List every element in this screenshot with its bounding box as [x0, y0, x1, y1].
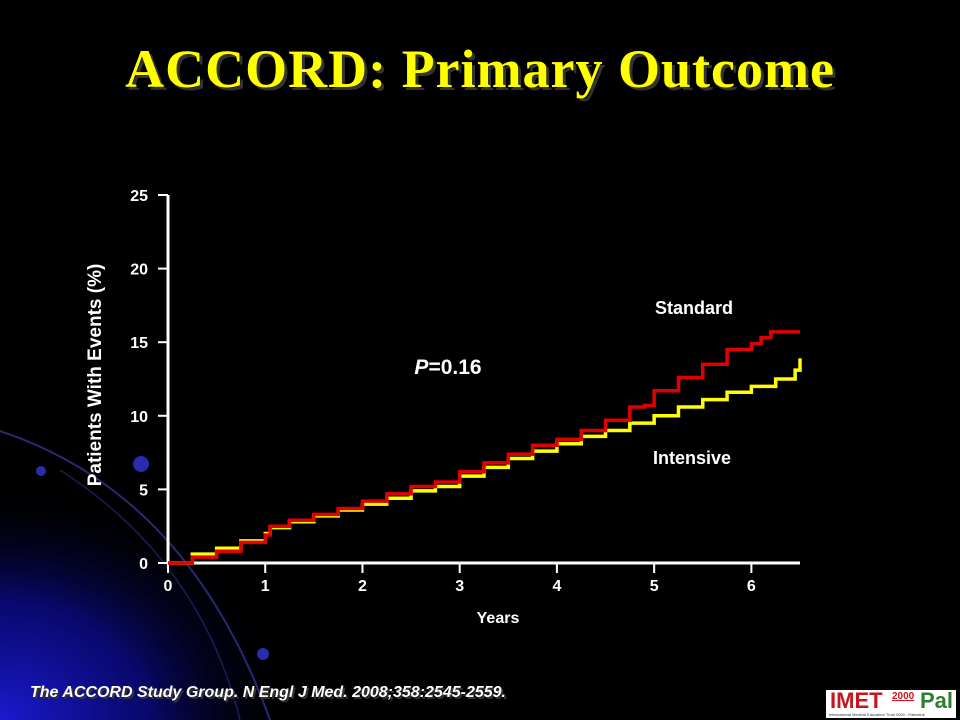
citation-text: The ACCORD Study Group. N Engl J Med. 20… [30, 684, 506, 701]
series-label-standard: Standard [655, 298, 733, 318]
y-tick-label: 5 [139, 482, 148, 499]
decor-dot [257, 648, 269, 660]
x-axis-label: Years [477, 610, 520, 627]
logo-pal-text: Pal [920, 688, 954, 713]
x-tick-label: 4 [552, 578, 561, 595]
y-tick-label: 15 [130, 335, 148, 352]
decor-dot [36, 466, 46, 476]
x-tick-label: 2 [358, 578, 367, 595]
logo-year-text: 2000 [892, 691, 915, 702]
x-tick-label: 1 [261, 578, 270, 595]
y-tick-label: 20 [130, 262, 148, 279]
logo-tagline: International Medical Education Trust 20… [829, 712, 925, 717]
x-tick-label: 6 [747, 578, 756, 595]
logo-imet-text: IMET [830, 688, 883, 713]
y-tick-label: 0 [139, 556, 148, 573]
slide-title: ACCORD: Primary Outcome [125, 39, 835, 99]
x-tick-label: 5 [650, 578, 659, 595]
series-label-intensive: Intensive [653, 448, 731, 468]
p-value-annotation: P=0.16 [414, 356, 481, 379]
imet-logo: IMET 2000 Pal International Medical Educ… [826, 690, 956, 718]
x-tick-label: 0 [164, 578, 173, 595]
y-tick-label: 10 [130, 409, 148, 426]
y-axis-label: Patients With Events (%) [85, 264, 106, 487]
decor-dot [133, 456, 149, 472]
y-tick-label: 25 [130, 188, 148, 205]
x-tick-label: 3 [455, 578, 464, 595]
series-line-standard [168, 330, 800, 565]
